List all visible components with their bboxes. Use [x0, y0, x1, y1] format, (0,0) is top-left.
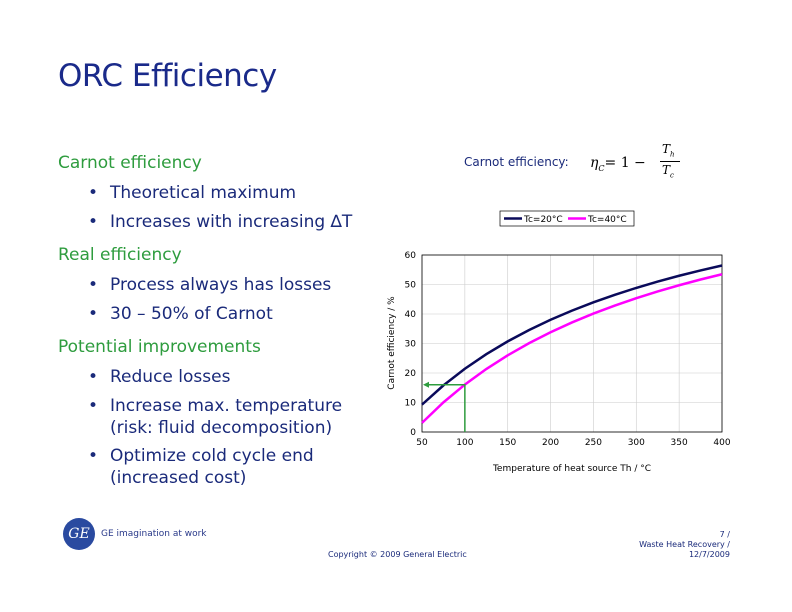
arrow-head — [423, 381, 429, 388]
ge-logo: GE — [63, 518, 95, 550]
copyright: Copyright © 2009 General Electric — [328, 550, 467, 559]
section-heading: Real efficiency — [58, 245, 182, 265]
legend-label-tc40: Tc=40°C — [587, 215, 627, 225]
legend-box — [499, 210, 635, 227]
legend-label-tc20: Tc=20°C — [523, 215, 563, 225]
x-tick-label: 150 — [499, 438, 516, 448]
annotation-arrow — [428, 384, 466, 432]
plot-area — [421, 254, 723, 433]
y-tick-label: 10 — [405, 399, 417, 409]
x-tick-label: 350 — [671, 438, 688, 448]
y-tick-label: 30 — [405, 340, 417, 350]
y-axis-label: Carnot efficiency / % — [387, 296, 397, 390]
logo-tagline: GE imagination at work — [101, 529, 207, 539]
slide-info: 7 / Waste Heat Recovery / 12/7/2009 — [639, 530, 730, 560]
y-tick-label: 20 — [405, 369, 417, 379]
bullet: • Increase max. temperature (risk: fluid … — [88, 396, 343, 438]
x-tick-label: 250 — [585, 438, 602, 448]
series-line-0 — [421, 264, 723, 406]
slide-date: 12/7/2009 — [688, 550, 730, 559]
y-tick-label: 50 — [405, 281, 417, 291]
y-tick-label: 0 — [410, 428, 416, 438]
formula-label: Carnot efficiency: — [464, 155, 569, 169]
bullet: • Reduce losses — [88, 367, 231, 387]
doc-title: Waste Heat Recovery / — [639, 540, 730, 549]
x-axis-label: Temperature of heat source Th / °C — [492, 464, 651, 474]
bullet: • Theoretical maximum — [88, 183, 297, 203]
y-tick-label: 60 — [405, 251, 417, 261]
y-tick-label: 40 — [405, 310, 417, 320]
section-heading: Carnot efficiency — [58, 153, 202, 173]
x-tick-label: 100 — [456, 438, 473, 448]
bullet: • Optimize cold cycle end (increased cost… — [88, 446, 314, 488]
series-line-1 — [421, 273, 723, 424]
bullet: • 30 – 50% of Carnot — [88, 304, 273, 324]
x-tick-label: 300 — [628, 438, 645, 448]
page-title: ORC Efficiency — [58, 58, 277, 94]
legend: Tc=20°C Tc=40°C — [499, 210, 635, 227]
x-tick-label: 400 — [713, 438, 730, 448]
page-number: 7 / — [719, 530, 730, 539]
bullet: • Increases with increasing ∆T — [88, 212, 353, 232]
section-heading: Potential improvements — [58, 337, 261, 357]
x-tick-label: 200 — [542, 438, 559, 448]
x-tick-label: 50 — [416, 438, 428, 448]
bullet: • Process always has losses — [88, 275, 332, 295]
